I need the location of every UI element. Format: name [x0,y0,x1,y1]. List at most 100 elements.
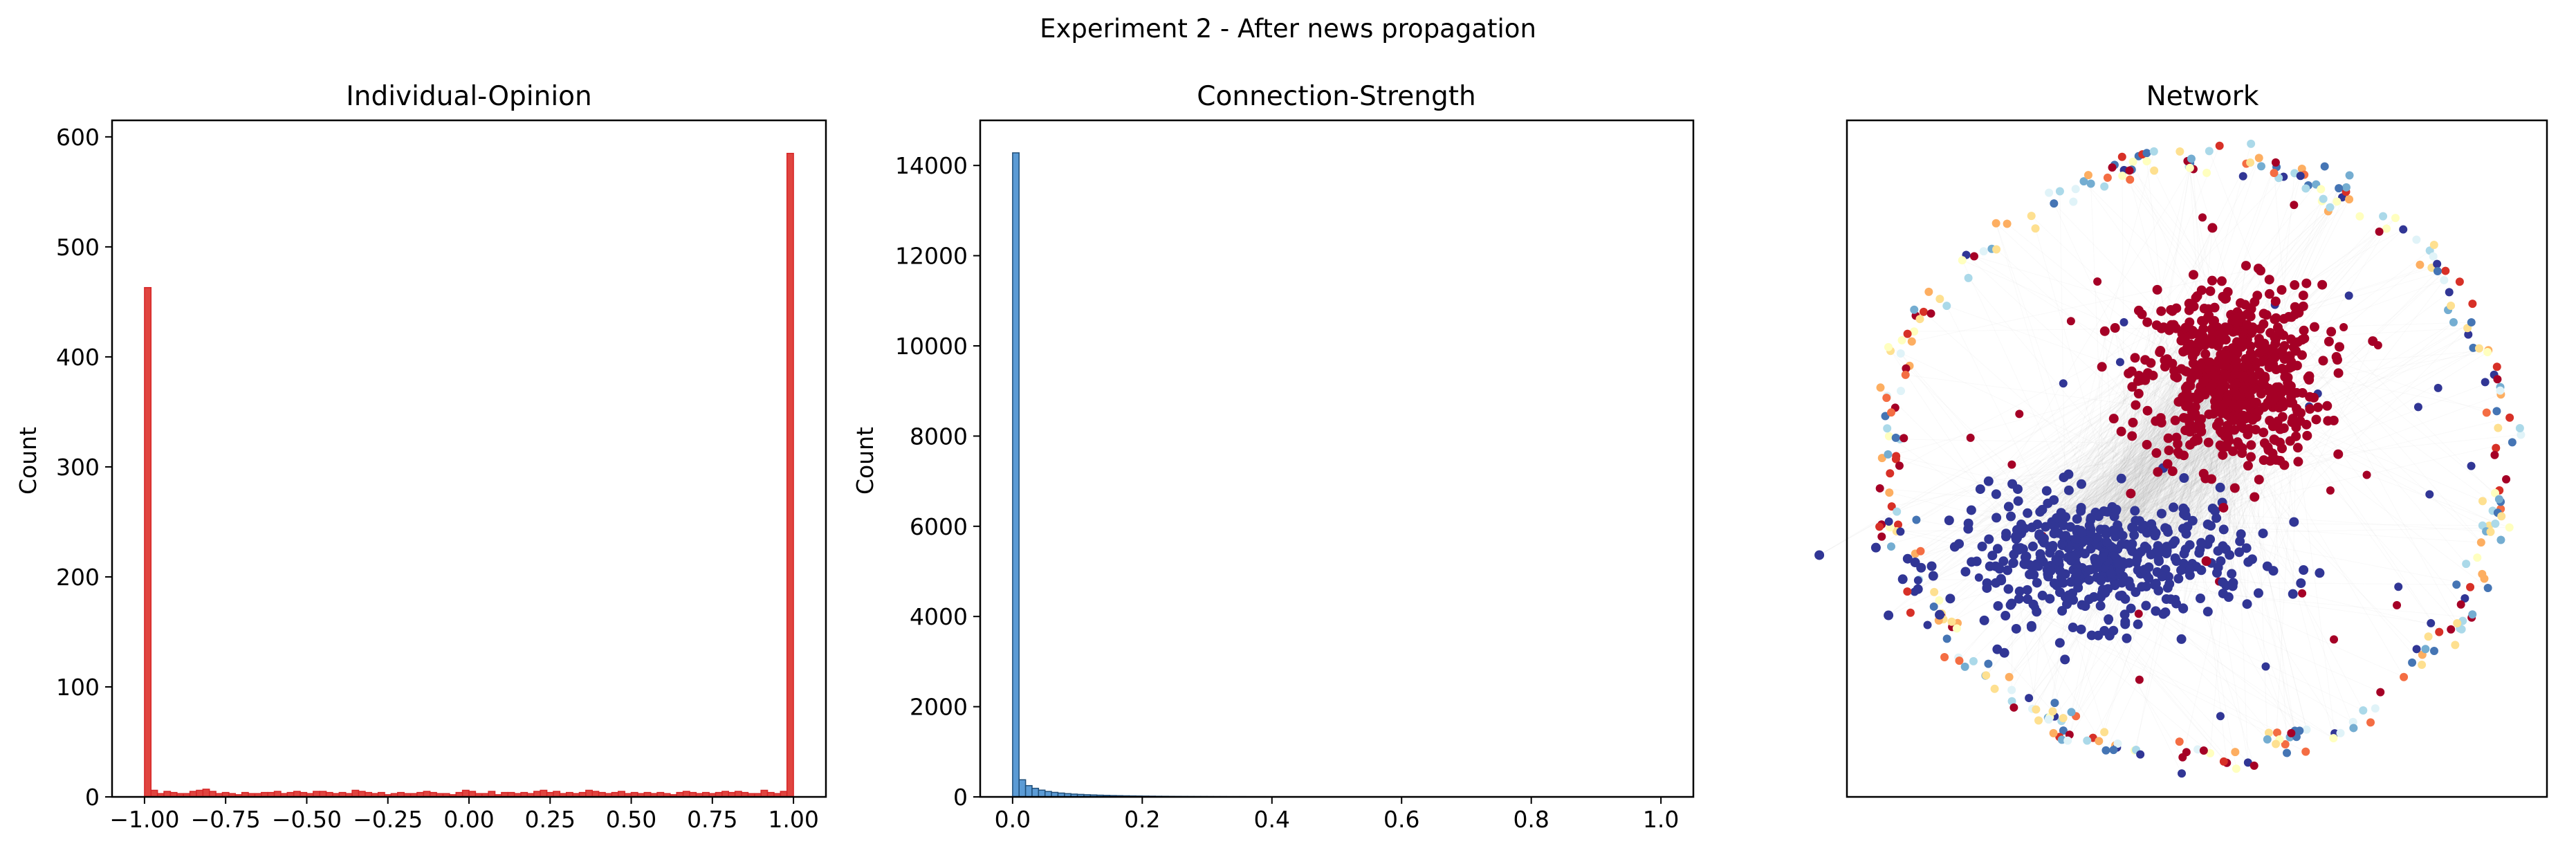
network-node [2206,748,2215,757]
network-node [2492,407,2501,416]
x-tick-label: 0.25 [525,806,576,833]
network-node [2254,367,2265,378]
network-node [2155,346,2166,356]
network-node [2071,533,2081,544]
network-node [2236,419,2246,429]
network-node [2003,219,2012,228]
network-node [2264,728,2273,737]
network-node [2097,362,2107,372]
network-node [2262,561,2272,571]
network-node [1870,542,1881,553]
network-node [2032,578,2042,588]
network-edge [2129,179,2225,530]
network-node [1876,383,1885,392]
network-node [2187,154,2196,163]
network-node [2326,327,2337,337]
histogram-bar [1018,779,1027,798]
network-node [2188,270,2198,280]
network-node [2198,213,2207,222]
network-node [2117,152,2126,161]
x-tick-label: 0.6 [1383,806,1419,833]
network-node [2152,284,2162,295]
network-edge [1917,365,2200,581]
network-edge [2172,464,2285,544]
y-tick-label: 12000 [895,243,968,270]
x-tick-label: −0.25 [353,806,423,833]
network-node [2092,532,2102,542]
network-node [2412,645,2421,654]
network-node [2237,338,2247,348]
histogram-bar [144,286,152,798]
figure-suptitle: Experiment 2 - After news propagation [1040,14,1536,44]
network-node [2496,535,2505,544]
network-node [2151,448,2162,458]
network-node [2333,197,2342,206]
network-edge [1907,431,2122,560]
network-edge [1888,356,2225,616]
network-node [2141,581,2151,591]
network-node [2171,556,2182,567]
network-node [2108,625,2119,636]
network-edge [2121,280,2213,545]
network-node [2027,541,2038,551]
network-node [2254,348,2265,358]
histogram-bar [351,789,360,798]
network-edge [2008,506,2227,764]
network-node [1884,450,1893,459]
network-node [2333,368,2344,378]
network-node [2178,503,2189,513]
network-node [2462,560,2471,569]
network-node [2220,369,2231,380]
network-node [2135,516,2145,526]
network-node [2319,194,2328,203]
x-tick-label: 0.2 [1124,806,1160,833]
network-edge [2019,591,2211,754]
network-node [2427,618,2436,627]
network-node [1969,656,1978,665]
network-node [2060,569,2070,579]
network-node [2180,425,2191,436]
network-node [2080,601,2090,612]
network-node [2412,235,2421,244]
network-node [2298,291,2308,301]
network-node [2162,354,2172,365]
network-node [2057,606,2068,616]
network-node [2049,528,2059,539]
network-node [2515,423,2524,432]
network-node [2173,439,2183,449]
network-node [2324,336,2334,347]
network-node [2218,588,2228,598]
network-node [2059,379,2068,388]
network-node [2157,571,2167,582]
network-node [2176,565,2187,576]
network-node [2333,449,2344,459]
network-node [2032,607,2042,617]
network-node [2179,549,2189,559]
network-edge [1916,345,2218,520]
network-edge [2253,322,2472,330]
network-node [2323,416,2333,426]
network-node [2153,546,2164,556]
network-node [2198,468,2209,479]
network-edge [2205,386,2216,511]
network-edge [2031,627,2106,751]
network-edge [1992,555,2334,739]
network-node [1979,615,1989,625]
network-node [2265,328,2276,338]
histogram-bar [585,789,594,798]
network-node [1885,488,1894,497]
network-node [2228,446,2238,457]
network-node [2218,541,2228,551]
x-tick-label: 1.0 [1643,806,1679,833]
network-node [1979,247,1988,256]
network-node [2492,443,2501,452]
network-node [2117,578,2127,588]
network-edge [2193,275,2307,730]
network-node [2457,625,2466,634]
network-node [2189,411,2199,421]
network-node [2301,278,2312,288]
network-edge [1996,223,2081,511]
connection-title: Connection-Strength [1197,81,1475,112]
network-edge [2051,377,2178,523]
network-node [2286,334,2297,344]
